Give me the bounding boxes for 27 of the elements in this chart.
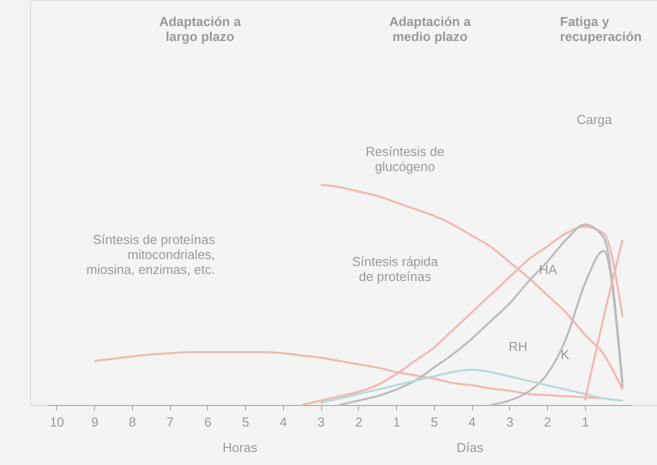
text: Horas	[222, 440, 258, 455]
text: Resíntesis de glucógeno	[366, 144, 444, 174]
x-tick-label: 2	[544, 414, 552, 430]
x-tick-label: 3	[318, 414, 325, 430]
annotation: HA	[538, 262, 558, 277]
x-tick-label: 8	[128, 414, 136, 430]
x-tick-label: 5	[430, 414, 438, 430]
text: Adaptación a medio plazo	[389, 14, 472, 44]
annotation: RH	[508, 339, 528, 354]
text: Fatiga y recuperación	[560, 14, 642, 44]
x-tick-label: 3	[506, 414, 514, 430]
x-tick-label: 9	[91, 414, 98, 430]
x-tick-label: 7	[166, 414, 174, 430]
x-tick-label: 1	[392, 414, 400, 430]
text: Adaptación a largo plazo	[159, 14, 242, 44]
x-tick-label: 4	[280, 414, 288, 430]
annotation: Síntesis de proteínas mitocondriales, miosina, enzimas, etc.	[86, 232, 216, 277]
x-tick-label: 1	[582, 414, 589, 430]
x-tick-label: 4	[468, 414, 476, 430]
annotation: Síntesis rápida de proteínas	[352, 254, 439, 284]
text: Carga	[576, 112, 613, 127]
x-tick-label: 5	[242, 414, 250, 430]
annotation: K	[560, 347, 570, 362]
x-tick-label: 6	[204, 414, 212, 430]
text: Días	[456, 440, 484, 455]
x-tick-label: 2	[355, 414, 362, 430]
x-tick-label: 10	[50, 414, 64, 430]
